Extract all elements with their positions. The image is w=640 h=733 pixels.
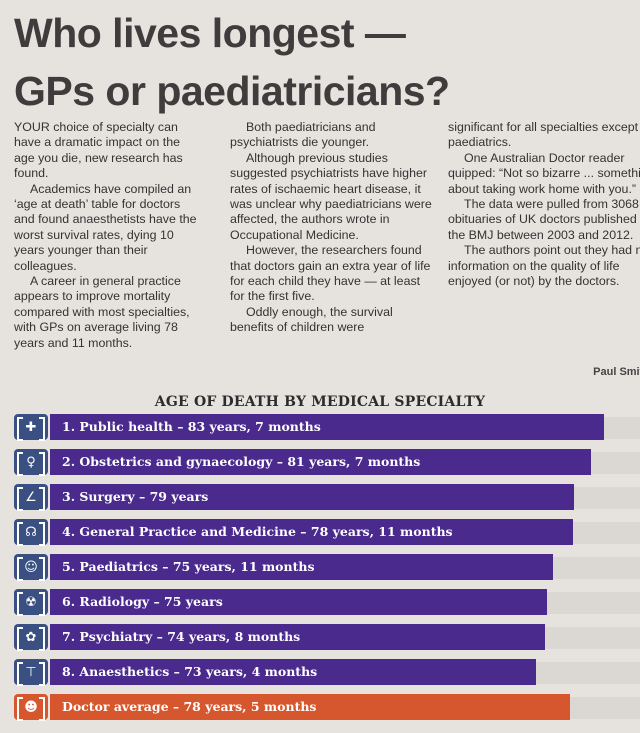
child-figure-icon: ☺: [14, 554, 48, 581]
first-aid-kit-icon: ✚: [14, 414, 48, 441]
article-column-3: significant for all specialties except p…: [448, 120, 640, 289]
bar: [50, 659, 536, 685]
headline-line-1: Who lives longest —: [14, 10, 406, 56]
paragraph: Although previous studies suggested psyc…: [230, 150, 432, 242]
pregnant-figure-icon: ♀: [14, 449, 48, 476]
bar: [50, 589, 547, 615]
bar: [50, 624, 545, 650]
bar-row: ☊ 4. General Practice and Medicine – 78 y…: [14, 519, 640, 546]
paragraph: Academics have compiled an ‘age at death…: [14, 181, 197, 273]
bar-label: 2. Obstetrics and gynaecology – 81 years…: [62, 454, 421, 469]
bar-label: Doctor average – 78 years, 5 months: [62, 699, 317, 714]
paragraph: significant for all specialties except p…: [448, 120, 639, 150]
bar-label: 3. Surgery – 79 years: [62, 489, 209, 504]
bar-row-average: ☻ Doctor average – 78 years, 5 months: [14, 694, 640, 721]
bar: [50, 554, 553, 580]
bar: [50, 694, 570, 720]
bar-row: ∠ 3. Surgery – 79 years: [14, 484, 640, 511]
paragraph: The authors point out they had no inform…: [448, 243, 640, 289]
doctors-group-icon: ☻: [14, 694, 48, 721]
bar: [50, 414, 604, 440]
paragraph: The data were pulled from 3068 obituarie…: [448, 197, 640, 242]
bar-chart: ✚ 1. Public health – 83 years, 7 months ♀ 2…: [0, 408, 640, 733]
paragraph: A career in general practice appears to …: [14, 274, 190, 350]
radiation-icon: ☢: [14, 589, 48, 616]
paragraph: One Australian Doctor reader quipped: “N…: [448, 150, 640, 196]
bar-label: 5. Paediatrics – 75 years, 11 months: [62, 559, 315, 574]
bar-row: ☺ 5. Paediatrics – 75 years, 11 months: [14, 554, 640, 581]
bar: [50, 449, 591, 475]
paragraph: YOUR choice of specialty can have a dram…: [14, 120, 183, 181]
paragraph: However, the researchers found that doct…: [230, 243, 431, 304]
bar-row: ☢ 6. Radiology – 75 years: [14, 589, 640, 616]
bar-row: ⊤ 8. Anaesthetics – 73 years, 4 months: [14, 659, 640, 686]
bar-label: 6. Radiology – 75 years: [62, 594, 223, 609]
brain-icon: ✿: [14, 624, 48, 651]
bar-label: 8. Anaesthetics – 73 years, 4 months: [62, 664, 318, 679]
bar-row: ✿ 7. Psychiatry – 74 years, 8 months: [14, 624, 640, 651]
bar-label: 4. General Practice and Medicine – 78 ye…: [62, 524, 453, 539]
byline: Paul Smith: [593, 366, 640, 378]
scalpel-icon: ∠: [14, 484, 48, 511]
article-column-1: YOUR choice of specialty can have a dram…: [14, 120, 198, 351]
syringe-icon: ⊤: [14, 659, 48, 686]
bar: [50, 484, 574, 510]
article-column-2: Both paediatricians and psychiatrists di…: [230, 120, 432, 336]
stethoscope-icon: ☊: [14, 519, 48, 546]
chart-title: AGE OF DEATH BY MEDICAL SPECIALTY: [154, 394, 486, 410]
bar-row: ✚ 1. Public health – 83 years, 7 months: [14, 414, 640, 441]
bar-label: 7. Psychiatry – 74 years, 8 months: [62, 629, 301, 644]
headline: Who lives longest — GPs or paediatrician…: [14, 4, 634, 120]
paragraph: Both paediatricians and psychiatrists di…: [230, 120, 376, 150]
bar: [50, 519, 573, 545]
headline-line-2: GPs or paediatricians?: [14, 68, 450, 114]
paragraph: Oddly enough, the survival benefits of c…: [230, 304, 393, 335]
article-body: YOUR choice of specialty can have a dram…: [14, 120, 640, 382]
bar-label: 1. Public health – 83 years, 7 months: [62, 419, 321, 434]
bar-row: ♀ 2. Obstetrics and gynaecology – 81 year…: [14, 449, 640, 476]
